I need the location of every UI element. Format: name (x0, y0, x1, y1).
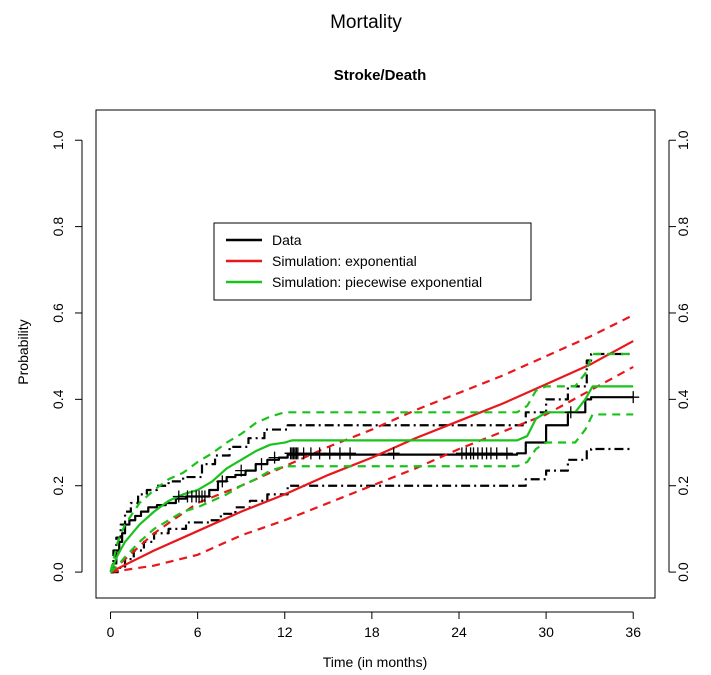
legend-label-exponential: Simulation: exponential (272, 253, 417, 269)
series-data-ci-lower (110, 447, 634, 574)
censor-mark-19 (313, 447, 326, 460)
y-tick-label-right-2: 0.4 (675, 389, 691, 409)
x-tick-label-0: 0 (107, 624, 115, 640)
y-tick-label-right-1: 0.2 (675, 476, 691, 496)
legend: Data Simulation: exponential Simulation:… (213, 222, 532, 301)
censor-mark-33 (500, 447, 513, 460)
chart-title: Mortality (330, 12, 402, 33)
x-axis: 0 6 12 18 24 30 36 (107, 611, 641, 640)
y-tick-label-left-1: 0.2 (50, 476, 66, 496)
series-simulation-exponential (110, 340, 634, 574)
censor-mark-34 (564, 406, 577, 419)
series-data-ci-upper (110, 352, 634, 574)
x-tick-label-18: 18 (364, 624, 380, 640)
censor-mark-9 (255, 458, 268, 471)
censor-mark-20 (323, 447, 336, 460)
series-simulation-exponential-upper (109, 314, 634, 573)
y-tick-label-right-4: 0.8 (675, 217, 691, 237)
series-simulation-exponential-lower (110, 365, 634, 574)
censor-mark-10 (268, 451, 281, 464)
legend-box (213, 222, 532, 301)
censor-mark-21 (333, 447, 346, 460)
y-tick-label-left-2: 0.4 (50, 389, 66, 409)
x-tick-label-24: 24 (451, 624, 467, 640)
y-axis-right: 0.0 0.2 0.4 0.6 0.8 1.0 (668, 130, 691, 582)
x-tick-label-30: 30 (538, 624, 554, 640)
censor-marks (172, 391, 640, 503)
y-tick-label-left-4: 0.8 (50, 217, 66, 237)
series-simulation-piecewise-exponential-upper (109, 352, 634, 573)
censor-mark-6 (198, 490, 211, 503)
series-simulation-piecewise-exponential (109, 385, 634, 573)
censor-mark-32 (490, 447, 503, 460)
y-axis-left: 0.0 0.2 0.4 0.6 0.8 1.0 (50, 130, 83, 582)
y-axis-label: Probability (15, 319, 31, 384)
chart-subtitle: Stroke/Death (334, 67, 427, 84)
x-tick-label-12: 12 (277, 624, 293, 640)
y-tick-label-left-5: 1.0 (50, 130, 66, 150)
censor-mark-7 (216, 475, 229, 488)
legend-label-piecewise: Simulation: piecewise exponential (272, 274, 482, 290)
y-tick-label-right-5: 1.0 (675, 130, 691, 150)
x-axis-label: Time (in months) (323, 654, 428, 670)
y-tick-label-right-3: 0.6 (675, 303, 691, 323)
y-tick-label-left-0: 0.0 (50, 562, 66, 582)
y-tick-label-left-3: 0.6 (50, 303, 66, 323)
series-group (109, 314, 634, 574)
legend-label-data: Data (272, 232, 302, 248)
series-data (110, 396, 634, 574)
x-tick-label-36: 36 (625, 624, 641, 640)
censor-mark-8 (235, 464, 248, 477)
x-tick-label-6: 6 (194, 624, 202, 640)
plot-area-frame (95, 109, 656, 599)
censor-mark-23 (387, 447, 400, 460)
censor-mark-35 (627, 391, 640, 404)
y-tick-label-right-0: 0.0 (675, 562, 691, 582)
censor-mark-22 (344, 447, 357, 460)
series-simulation-piecewise-exponential-lower (109, 413, 634, 573)
